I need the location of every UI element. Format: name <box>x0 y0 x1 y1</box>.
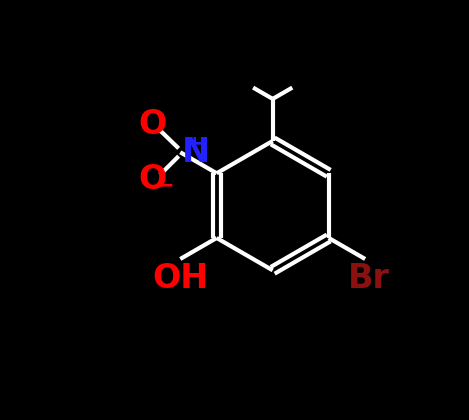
Text: O: O <box>139 163 167 196</box>
Text: −: − <box>156 176 174 196</box>
Text: OH: OH <box>152 262 208 295</box>
Text: O: O <box>139 108 167 141</box>
Text: Br: Br <box>348 262 389 295</box>
Text: N: N <box>182 136 210 169</box>
Text: +: + <box>186 134 204 154</box>
